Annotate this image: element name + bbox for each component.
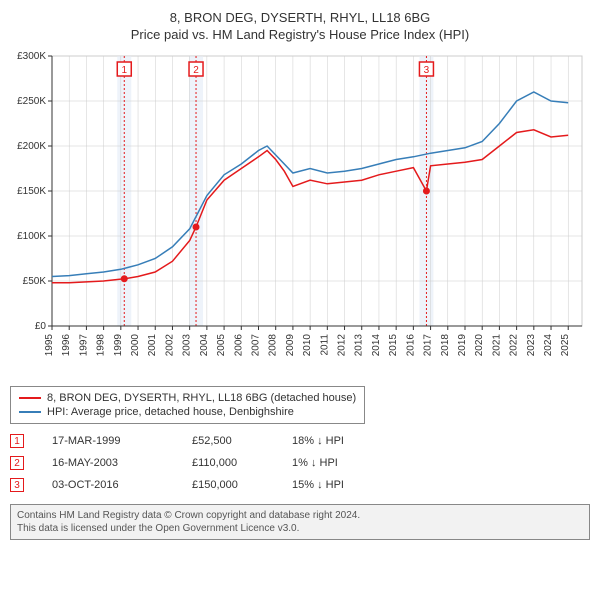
svg-text:1997: 1997: [78, 334, 89, 357]
sale-row: 2 16-MAY-2003£110,0001% ↓ HPI: [10, 452, 590, 474]
sale-delta: 15% ↓ HPI: [292, 479, 344, 491]
legend-item: 8, BRON DEG, DYSERTH, RHYL, LL18 6BG (de…: [19, 391, 356, 405]
svg-text:2010: 2010: [302, 334, 313, 357]
chart: £0 £50K £100K £150K £200K £250K £300K 1995 1996 1…: [10, 48, 590, 378]
sale-delta: 18% ↓ HPI: [292, 435, 344, 447]
sales-table: 1 17-MAR-1999£52,50018% ↓ HPI 2 16-MAY-2003…: [10, 430, 590, 496]
svg-text:2019: 2019: [457, 334, 468, 357]
footer-attribution: Contains HM Land Registry data © Crown c…: [10, 504, 590, 540]
svg-text:2015: 2015: [388, 334, 399, 357]
sale-price: £110,000: [192, 457, 292, 469]
svg-text:1999: 1999: [113, 334, 124, 357]
sale-date: 17-MAR-1999: [52, 435, 192, 447]
sale-row: 3 03-OCT-2016£150,00015% ↓ HPI: [10, 474, 590, 496]
svg-text:2013: 2013: [354, 334, 365, 357]
svg-text:1996: 1996: [61, 334, 72, 357]
svg-text:2023: 2023: [526, 334, 537, 357]
sale-price: £150,000: [192, 479, 292, 491]
svg-text:2025: 2025: [560, 334, 571, 357]
legend-label: HPI: Average price, detached house, Denb…: [47, 406, 294, 418]
svg-text:1: 1: [121, 65, 127, 76]
svg-text:2014: 2014: [371, 334, 382, 357]
legend-label: 8, BRON DEG, DYSERTH, RHYL, LL18 6BG (de…: [47, 392, 356, 404]
svg-text:2001: 2001: [147, 334, 158, 357]
svg-text:£300K: £300K: [17, 51, 46, 62]
svg-text:2004: 2004: [199, 334, 210, 357]
svg-text:2018: 2018: [440, 334, 451, 357]
sale-marker: 1: [10, 434, 24, 448]
svg-text:3: 3: [424, 65, 430, 76]
svg-text:2022: 2022: [509, 334, 520, 357]
legend-swatch: [19, 411, 41, 413]
chart-svg: £0 £50K £100K £150K £200K £250K £300K 1995 1996 1…: [10, 48, 590, 378]
svg-text:2006: 2006: [233, 334, 244, 357]
svg-text:£200K: £200K: [17, 141, 46, 152]
svg-text:2003: 2003: [182, 334, 193, 357]
svg-text:2000: 2000: [130, 334, 141, 357]
svg-text:1998: 1998: [96, 334, 107, 357]
svg-text:2009: 2009: [285, 334, 296, 357]
svg-text:2: 2: [193, 65, 199, 76]
sale-marker: 3: [10, 478, 24, 492]
sale-delta: 1% ↓ HPI: [292, 457, 338, 469]
sale-price: £52,500: [192, 435, 292, 447]
svg-text:2007: 2007: [250, 334, 261, 357]
svg-text:£100K: £100K: [17, 231, 46, 242]
svg-text:2002: 2002: [164, 334, 175, 357]
chart-title: 8, BRON DEG, DYSERTH, RHYL, LL18 6BG: [10, 10, 590, 25]
sale-date: 03-OCT-2016: [52, 479, 192, 491]
svg-text:£50K: £50K: [23, 276, 47, 287]
svg-text:2020: 2020: [474, 334, 485, 357]
svg-text:2024: 2024: [543, 334, 554, 357]
svg-text:£150K: £150K: [17, 186, 46, 197]
svg-text:1995: 1995: [44, 334, 55, 357]
legend: 8, BRON DEG, DYSERTH, RHYL, LL18 6BG (de…: [10, 386, 365, 424]
svg-text:2017: 2017: [423, 334, 434, 357]
sale-marker: 2: [10, 456, 24, 470]
sale-row: 1 17-MAR-1999£52,50018% ↓ HPI: [10, 430, 590, 452]
svg-text:2011: 2011: [319, 334, 330, 356]
chart-subtitle: Price paid vs. HM Land Registry's House …: [10, 27, 590, 42]
svg-text:£0: £0: [35, 321, 47, 332]
svg-text:2021: 2021: [491, 334, 502, 357]
svg-text:2005: 2005: [216, 334, 227, 357]
legend-item: HPI: Average price, detached house, Denb…: [19, 405, 356, 419]
footer-line-2: This data is licensed under the Open Gov…: [17, 522, 583, 535]
svg-text:2008: 2008: [268, 334, 279, 357]
legend-swatch: [19, 397, 41, 399]
footer-line-1: Contains HM Land Registry data © Crown c…: [17, 509, 583, 522]
svg-text:£250K: £250K: [17, 96, 46, 107]
sale-date: 16-MAY-2003: [52, 457, 192, 469]
svg-text:2012: 2012: [337, 334, 348, 357]
svg-text:2016: 2016: [405, 334, 416, 357]
